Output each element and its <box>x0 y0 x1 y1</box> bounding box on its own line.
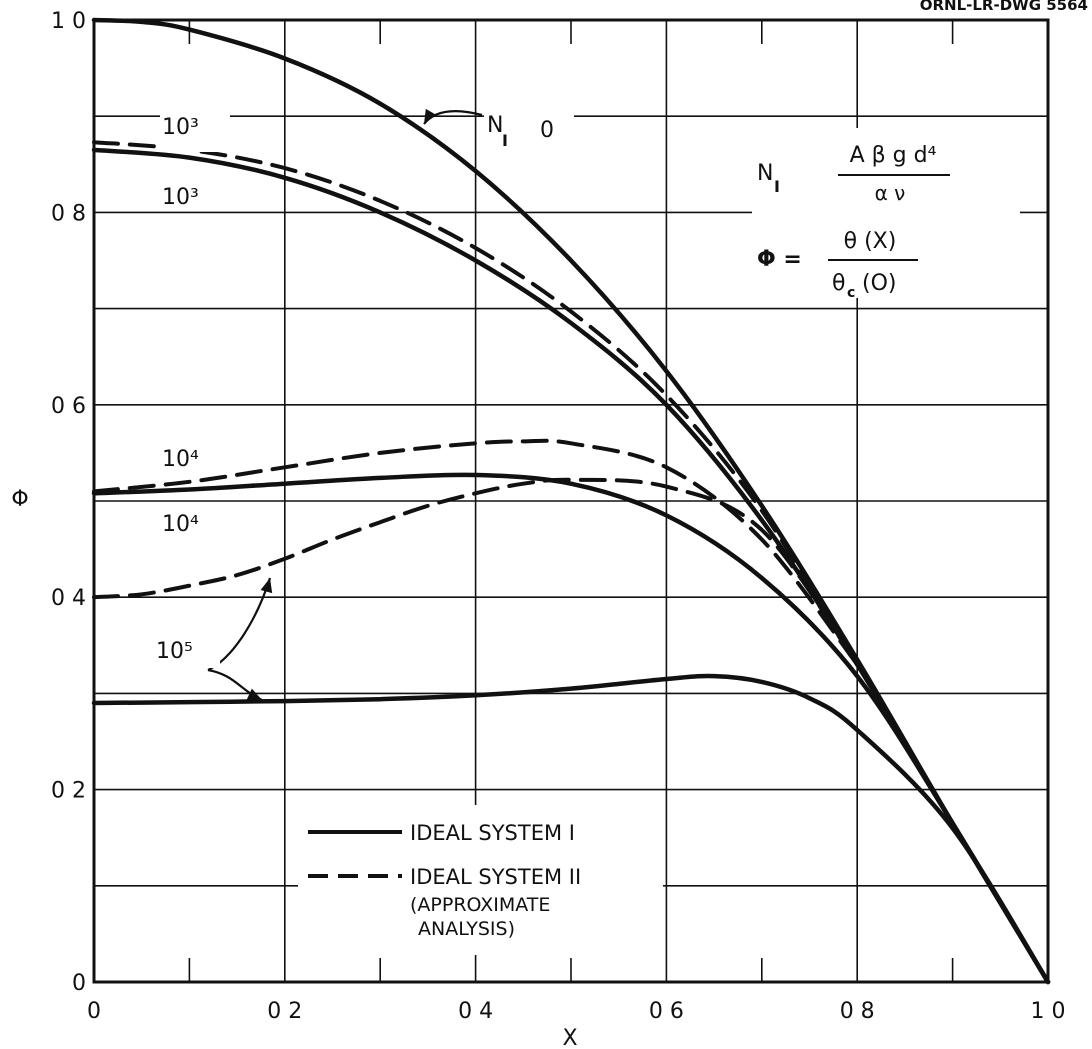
legend-dashed-label: IDEAL SYSTEM II <box>410 865 581 889</box>
formula-phi-den-rest: (O) <box>862 271 896 296</box>
x-tick-label: 0 4 <box>458 999 493 1024</box>
formula-n-symbol: N <box>757 161 773 186</box>
x-tick-label: 0 <box>87 999 101 1024</box>
series-line-system-2-6 <box>92 477 860 667</box>
x-tick-label: 0 6 <box>649 999 684 1024</box>
y-tick-labels: 0 0 2 0 4 0 6 0 8 1 0 <box>51 9 86 996</box>
legend-solid-label: IDEAL SYSTEM I <box>410 821 575 845</box>
y-tick-label: 1 0 <box>51 9 86 34</box>
x-axis-label: X <box>562 1026 577 1049</box>
n-label-value: 0 <box>540 118 554 143</box>
x-tick-labels: 0 0 2 0 4 0 6 0 8 1 0 <box>87 999 1066 1024</box>
series-line-system-2-2 <box>92 140 860 667</box>
y-tick-label: 0 6 <box>51 394 86 419</box>
n-label-arrow-head <box>424 108 437 124</box>
curve-label-1e5: 10⁵ <box>156 639 193 664</box>
curve-label-1e4-top: 10⁴ <box>162 447 199 472</box>
curve-label-1e3-bottom: 10³ <box>162 185 199 210</box>
x-tick-label: 1 0 <box>1031 999 1066 1024</box>
label-1e5-arrow-lower-head <box>246 688 262 700</box>
formula-phi-den-theta: θ <box>832 271 845 296</box>
label-mask <box>160 108 230 152</box>
n-label-symbol: N <box>487 113 503 138</box>
legend: IDEAL SYSTEM I IDEAL SYSTEM II (APPROXIM… <box>308 821 581 940</box>
curve-label-1e3-top: 10³ <box>162 115 199 140</box>
formula-phi-den-subscript: c <box>847 285 855 301</box>
y-axis-label: Φ <box>11 487 28 512</box>
label-1e5-arrow-upper-head <box>260 578 273 594</box>
series-line-system-1-5 <box>91 673 1051 985</box>
drawing-number: ORNL-LR-DWG 5564 <box>920 0 1088 14</box>
legend-note-line1: (APPROXIMATE <box>410 894 550 916</box>
formula-mask <box>752 128 1020 298</box>
y-tick-label: 0 4 <box>51 586 86 611</box>
label-mask <box>484 108 574 154</box>
series-line-system-2-4 <box>92 438 860 667</box>
label-mask <box>150 628 220 668</box>
n-label-subscript: I <box>502 131 508 150</box>
formula-phi-numerator: θ (X) <box>844 229 897 254</box>
axis-ticks <box>188 20 954 982</box>
label-mask <box>155 438 235 474</box>
series-group <box>91 17 1051 985</box>
x-tick-label: 0 8 <box>840 999 875 1024</box>
formula-n-denominator: α ν <box>875 181 906 205</box>
y-tick-label: 0 8 <box>51 201 86 226</box>
x-tick-label: 0 2 <box>267 999 302 1024</box>
formula-phi-lhs: Φ = <box>757 247 802 272</box>
y-tick-label: 0 2 <box>51 779 86 804</box>
curve-label-1e4-bottom: 10⁴ <box>162 512 199 537</box>
formula-n-numerator: A β g d⁴ <box>850 143 937 168</box>
legend-note-line2: ANALYSIS) <box>418 918 515 940</box>
formula-block: N I A β g d⁴ α ν Φ = θ (X) θ c (O) <box>757 143 950 301</box>
formula-n-subscript: I <box>774 177 780 196</box>
series-line-system-1-3 <box>91 472 1051 985</box>
y-tick-label: 0 <box>72 971 86 996</box>
